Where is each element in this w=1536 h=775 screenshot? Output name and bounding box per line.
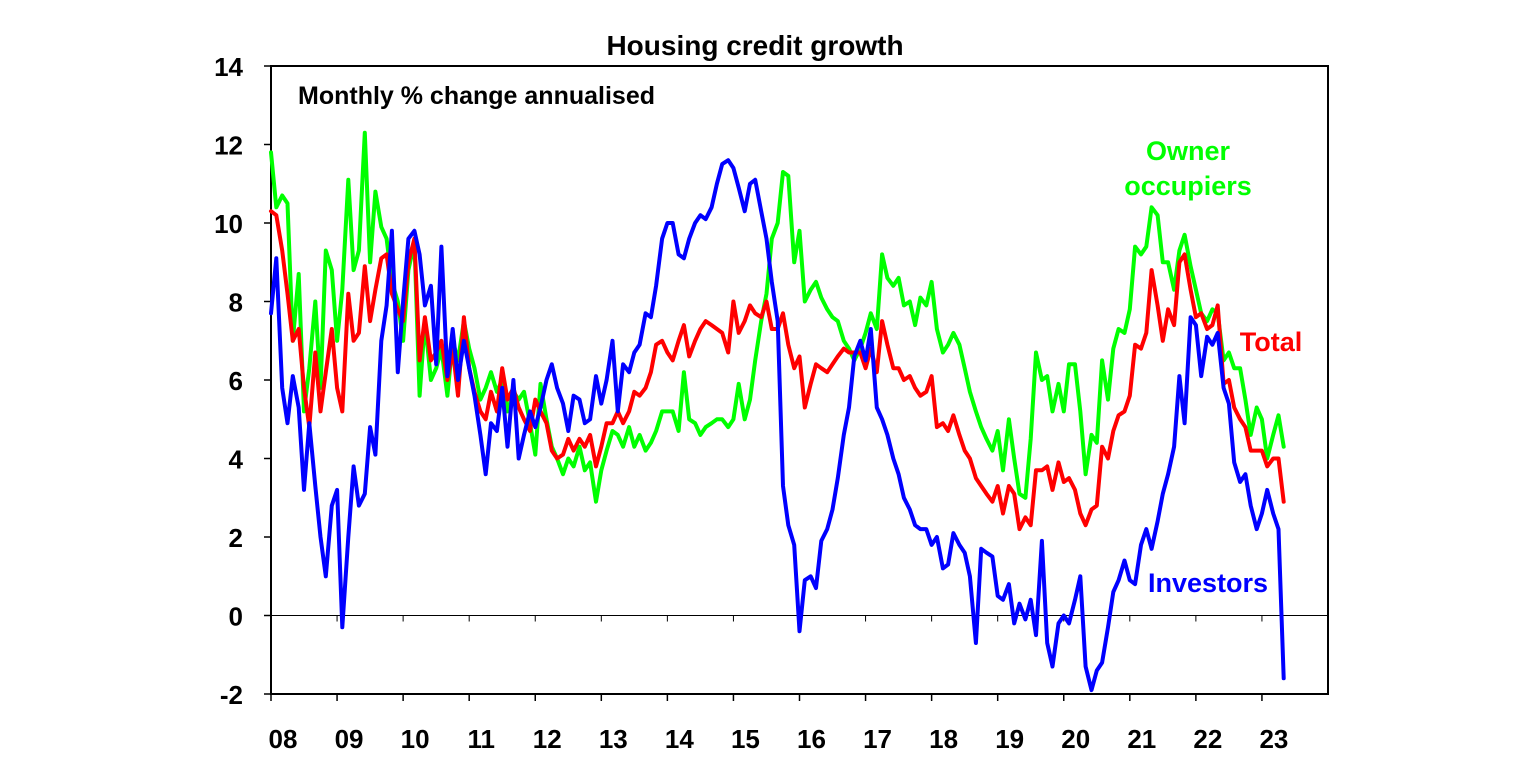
x-tick-label: 20: [1061, 724, 1090, 754]
x-tick-label: 22: [1193, 724, 1222, 754]
x-tick-label: 15: [731, 724, 760, 754]
x-tick-label: 18: [929, 724, 958, 754]
y-tick-label: 0: [229, 602, 243, 632]
x-tick-label: 13: [599, 724, 628, 754]
x-tick-label: 19: [995, 724, 1024, 754]
x-tick-label: 16: [797, 724, 826, 754]
series-label: Total: [1240, 327, 1303, 357]
chart-subtitle: Monthly % change annualised: [298, 82, 655, 110]
chart-title: Housing credit growth: [606, 30, 903, 61]
series-label: Owner: [1146, 136, 1231, 166]
series-group: [269, 130, 1286, 693]
x-tick-label: 09: [335, 724, 364, 754]
y-tick-label: 2: [229, 523, 243, 553]
y-tick-label: 6: [229, 366, 243, 396]
x-axis: 08 09 10 11 12 13 14 15 16 17 18 19 20 21 22 23: [269, 615, 1288, 754]
x-tick-label: 12: [533, 724, 562, 754]
y-tick-label: 12: [214, 131, 243, 161]
x-tick-label: 21: [1127, 724, 1156, 754]
y-tick-label: -2: [220, 680, 243, 710]
y-tick-label: 4: [229, 445, 244, 475]
x-tick-label: 23: [1259, 724, 1288, 754]
x-tick-label: 11: [467, 724, 495, 754]
y-tick-label: 14: [214, 52, 243, 82]
series-label: occupiers: [1124, 171, 1252, 201]
y-axis: -2 0 2 4 6 8 10 12 14: [214, 52, 271, 710]
x-tick-label: 17: [863, 724, 892, 754]
x-tick-label: 14: [665, 724, 694, 754]
series-line-investors: [269, 158, 1286, 693]
x-tick-label: 10: [401, 724, 430, 754]
y-tick-label: 8: [229, 288, 243, 318]
series-labels: Owner occupiers Total Investors: [1124, 136, 1302, 598]
x-tick-label: 08: [269, 724, 298, 754]
series-label: Investors: [1148, 568, 1268, 598]
y-tick-label: 10: [214, 209, 243, 239]
series-line-owner-occupiers: [269, 130, 1286, 504]
